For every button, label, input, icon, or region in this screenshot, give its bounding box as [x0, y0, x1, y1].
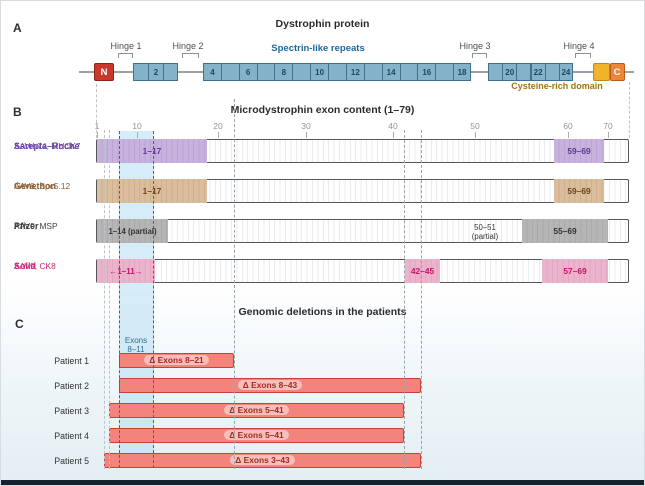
construct-exon-segment: 57–69 — [542, 259, 608, 283]
hinge-bracket — [575, 53, 591, 58]
segment-exon-range: 59–69 — [567, 146, 591, 156]
deletion-range-label: Δ Exons 5–41 — [224, 430, 289, 441]
patient-name: Patient 3 — [54, 405, 89, 416]
construct-exon-segment: 42–45 — [405, 259, 440, 283]
axis-tick-mark — [306, 131, 307, 138]
hinge-label: Hinge 2 — [172, 41, 204, 51]
panel-b-title: Microdystrophin exon content (1–79) — [230, 104, 415, 116]
deletion-bar: Δ Exons 5–41 — [109, 428, 404, 443]
spectrin-like-repeats-label: Spectrin-like repeats — [271, 43, 365, 54]
deletion-bar: Δ Exons 8–43 — [119, 378, 421, 393]
segment-exon-range: 55–69 — [553, 226, 577, 236]
axis-tick-label: 1 — [94, 121, 100, 131]
deletion-bar: Δ Exons 3–43 — [104, 453, 421, 468]
company-name: Pfizer — [14, 220, 39, 231]
segment-exon-range: ←1–11→ — [109, 266, 143, 276]
company-name: Solid — [14, 260, 36, 271]
axis-tick-mark — [137, 131, 138, 138]
partial-exons-note: 50–51 (partial) — [471, 222, 499, 241]
segment-exon-range: 1–17 — [142, 146, 162, 156]
spectrin-repeat-box: 18 — [453, 63, 471, 81]
patient-name: Patient 4 — [54, 430, 89, 441]
vector-promoter: AAV9, CK8 — [14, 260, 56, 271]
microdystrophin-exon-tracks: 1 10 20 30 40 50 60 70 Sarepta–Roche AAVrh74, MHC… — [1, 1, 644, 301]
segment-exon-range: 59–69 — [567, 186, 591, 196]
axis-tick-mark — [218, 131, 219, 138]
axis-tick-label: 30 — [301, 121, 311, 131]
construct-exon-segment: 59–69 — [554, 179, 604, 203]
vector-promoter: AAVrh74, MHCK7 — [14, 140, 81, 151]
axis-tick-mark — [608, 131, 609, 138]
patient-name: Patient 5 — [54, 455, 89, 466]
deletion-bar: Δ Exons 8–21 — [119, 353, 234, 368]
exon-track: 1–14 (partial) 55–69 50–51 (partial) — [96, 219, 629, 243]
segment-exon-range: 1–17 — [142, 186, 162, 196]
patient-name: Patient 1 — [54, 355, 89, 366]
segment-exon-range: 1–14 (partial) — [108, 226, 157, 236]
axis-tick-label: 60 — [563, 121, 573, 131]
company-name: Genethon — [14, 180, 56, 191]
hinge-bracket — [182, 53, 199, 58]
panel-a-title: Dystrophin protein — [275, 18, 370, 30]
exon-track: 1–17 59–69 — [96, 139, 629, 163]
cysteine-rich-domain-box — [593, 63, 610, 81]
spectrin-repeat-box: 12 — [345, 63, 365, 81]
segment-exon-range: 57–69 — [563, 266, 587, 276]
construct-exon-segment: 55–69 — [522, 219, 608, 243]
axis-tick-label: 70 — [603, 121, 613, 131]
axis-tick-label: 20 — [213, 121, 223, 131]
axis-tick-label: 40 — [388, 121, 398, 131]
spectrin-repeat-box: 2 — [148, 63, 164, 81]
n-terminus-box: N — [94, 63, 114, 81]
construct-exon-segment: 59–69 — [554, 139, 604, 163]
axis-tick-label: 10 — [132, 121, 142, 131]
figure-bottom-rule — [1, 480, 644, 485]
axis-tick-label: 50 — [470, 121, 480, 131]
construct-exon-segment: 1–17 — [97, 179, 207, 203]
axis-tick-mark — [97, 131, 98, 138]
hinge-label: Hinge 3 — [459, 41, 491, 51]
c-terminus-box: C — [609, 63, 625, 81]
panel-c-title: Genomic deletions in the patients — [238, 306, 407, 318]
construct-exon-segment: ←1–11→ — [97, 259, 155, 283]
exon-track: ←1–11→ 42–45 57–69 — [96, 259, 629, 283]
panel-a-letter: A — [13, 21, 22, 35]
deletion-range-label: Δ Exons 8–21 — [144, 355, 209, 366]
spectrin-repeat-box — [163, 63, 178, 81]
vector-promoter: AAV9, MSP — [14, 220, 58, 231]
vector-promoter: AAV8, Spc5.12 — [14, 180, 71, 191]
axis-tick-mark — [568, 131, 569, 138]
spectrin-repeat-box: 24 — [558, 63, 573, 81]
segment-exon-range: 42–45 — [410, 266, 435, 276]
cysteine-rich-domain-label: Cysteine-rich domain — [511, 81, 603, 91]
exons-8-11-band-label: Exons 8–11 — [124, 335, 148, 355]
dystrophin-protein-diagram: Spectrin-like repeats Cysteine-rich doma… — [1, 1, 644, 101]
deletion-range-label: Δ Exons 5–41 — [224, 405, 289, 416]
patient-name: Patient 2 — [54, 380, 89, 391]
deletion-range-label: Δ Exons 8–43 — [237, 380, 303, 391]
hinge-label: Hinge 1 — [110, 41, 142, 51]
exon-track: 1–17 59–69 — [96, 179, 629, 203]
panel-c-letter: C — [15, 317, 24, 331]
axis-tick-mark — [475, 131, 476, 138]
construct-exon-segment: 1–14 (partial) — [97, 219, 168, 243]
axis-tick-mark — [393, 131, 394, 138]
construct-exon-segment: 1–17 — [97, 139, 207, 163]
deletion-range-label: Δ Exons 3–43 — [230, 455, 295, 466]
hinge-bracket — [118, 53, 133, 58]
hinge-bracket — [472, 53, 487, 58]
hinge-label: Hinge 4 — [563, 41, 595, 51]
company-name: Sarepta–Roche — [14, 140, 80, 151]
deletion-bar: Δ Exons 5–41 — [109, 403, 404, 418]
panel-b-letter: B — [13, 105, 22, 119]
